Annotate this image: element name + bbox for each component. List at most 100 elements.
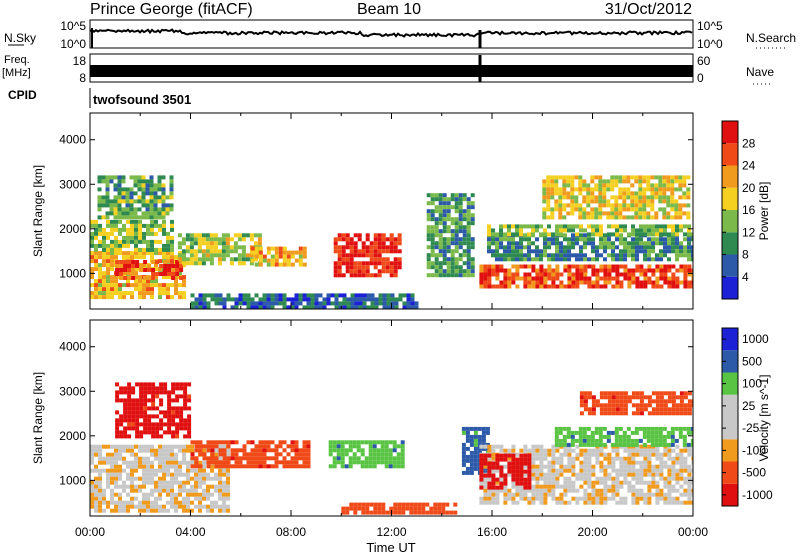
- data-cell: [178, 488, 182, 493]
- data-cell: [651, 245, 655, 250]
- data-cell: [170, 488, 174, 493]
- data-cell: [442, 205, 447, 210]
- data-cell: [170, 255, 174, 260]
- data-cell: [234, 452, 239, 457]
- data-cell: [332, 460, 337, 465]
- data-cell: [157, 183, 162, 188]
- data-cell: [179, 276, 184, 280]
- data-cell: [507, 456, 512, 461]
- data-cell: [599, 480, 604, 485]
- data-cell: [519, 453, 524, 458]
- data-cell: [559, 460, 564, 465]
- data-cell: [98, 476, 102, 481]
- data-cell: [558, 215, 563, 220]
- velocity-colorbar-label: Velocity [m s^-1]: [757, 375, 771, 462]
- data-cell: [663, 237, 667, 242]
- data-cell: [186, 468, 190, 473]
- data-cell: [582, 426, 587, 431]
- data-cell: [381, 249, 386, 254]
- data-cell: [523, 272, 528, 277]
- data-cell: [610, 211, 615, 216]
- data-cell: [563, 448, 568, 453]
- data-cell: [102, 460, 106, 465]
- data-cell: [691, 284, 693, 289]
- data-cell: [193, 233, 198, 238]
- data-cell: [389, 249, 394, 254]
- data-cell: [166, 255, 170, 260]
- data-cell: [334, 305, 339, 309]
- data-cell: [523, 496, 528, 501]
- data-cell: [149, 191, 154, 196]
- y-tick-label: 3000: [59, 384, 86, 398]
- data-cell: [602, 179, 607, 184]
- data-cell: [171, 406, 176, 411]
- data-cell: [571, 280, 576, 285]
- data-cell: [618, 438, 623, 443]
- data-cell: [170, 283, 174, 288]
- data-cell: [314, 297, 319, 302]
- data-cell: [127, 422, 132, 427]
- data-cell: [519, 492, 524, 497]
- data-cell: [230, 452, 235, 457]
- data-cell: [559, 472, 564, 477]
- data-cell: [667, 484, 672, 489]
- data-cell: [638, 179, 643, 184]
- data-cell: [591, 472, 596, 477]
- data-cell: [667, 237, 671, 242]
- data-cell: [190, 452, 195, 457]
- data-cell: [298, 246, 303, 251]
- colorbar-tick-label: 24: [742, 159, 756, 173]
- data-cell: [366, 305, 371, 309]
- data-cell: [547, 484, 552, 489]
- data-cell: [446, 213, 451, 218]
- data-cell: [149, 199, 154, 204]
- data-cell: [127, 390, 132, 395]
- data-cell: [94, 500, 98, 505]
- data-cell: [143, 394, 148, 399]
- data-cell: [610, 183, 615, 188]
- data-cell: [368, 464, 373, 469]
- data-cell: [495, 241, 499, 246]
- data-cell: [102, 275, 106, 280]
- data-cell: [643, 241, 647, 246]
- data-cell: [381, 237, 386, 242]
- data-cell: [623, 460, 628, 465]
- data-cell: [97, 207, 102, 212]
- data-cell: [147, 418, 152, 423]
- data-cell: [635, 391, 640, 396]
- data-cell: [643, 268, 648, 273]
- data-cell: [539, 253, 543, 258]
- data-cell: [658, 442, 663, 447]
- data-cell: [197, 237, 202, 242]
- data-cell: [150, 508, 154, 513]
- data-cell: [175, 386, 180, 391]
- data-cell: [539, 464, 544, 469]
- data-cell: [205, 233, 210, 238]
- data-cell: [354, 305, 359, 309]
- data-cell: [362, 297, 367, 302]
- data-cell: [302, 448, 307, 453]
- data-cell: [658, 434, 663, 439]
- data-cell: [318, 305, 323, 309]
- data-cell: [598, 199, 603, 204]
- data-cell: [627, 488, 632, 493]
- data-cell: [674, 187, 679, 192]
- data-cell: [603, 249, 607, 254]
- data-cell: [226, 440, 231, 445]
- data-cell: [639, 391, 644, 396]
- data-cell: [615, 399, 620, 404]
- data-cell: [149, 203, 154, 208]
- data-cell: [102, 508, 106, 513]
- data-cell: [519, 257, 523, 262]
- data-cell: [94, 255, 98, 260]
- data-cell: [127, 264, 132, 268]
- data-cell: [454, 217, 459, 222]
- data-cell: [643, 224, 647, 229]
- data-cell: [527, 477, 532, 482]
- data-cell: [473, 454, 478, 459]
- data-cell: [361, 265, 366, 270]
- data-cell: [158, 468, 162, 473]
- data-cell: [679, 407, 684, 412]
- data-cell: [122, 239, 126, 244]
- data-cell: [174, 472, 178, 477]
